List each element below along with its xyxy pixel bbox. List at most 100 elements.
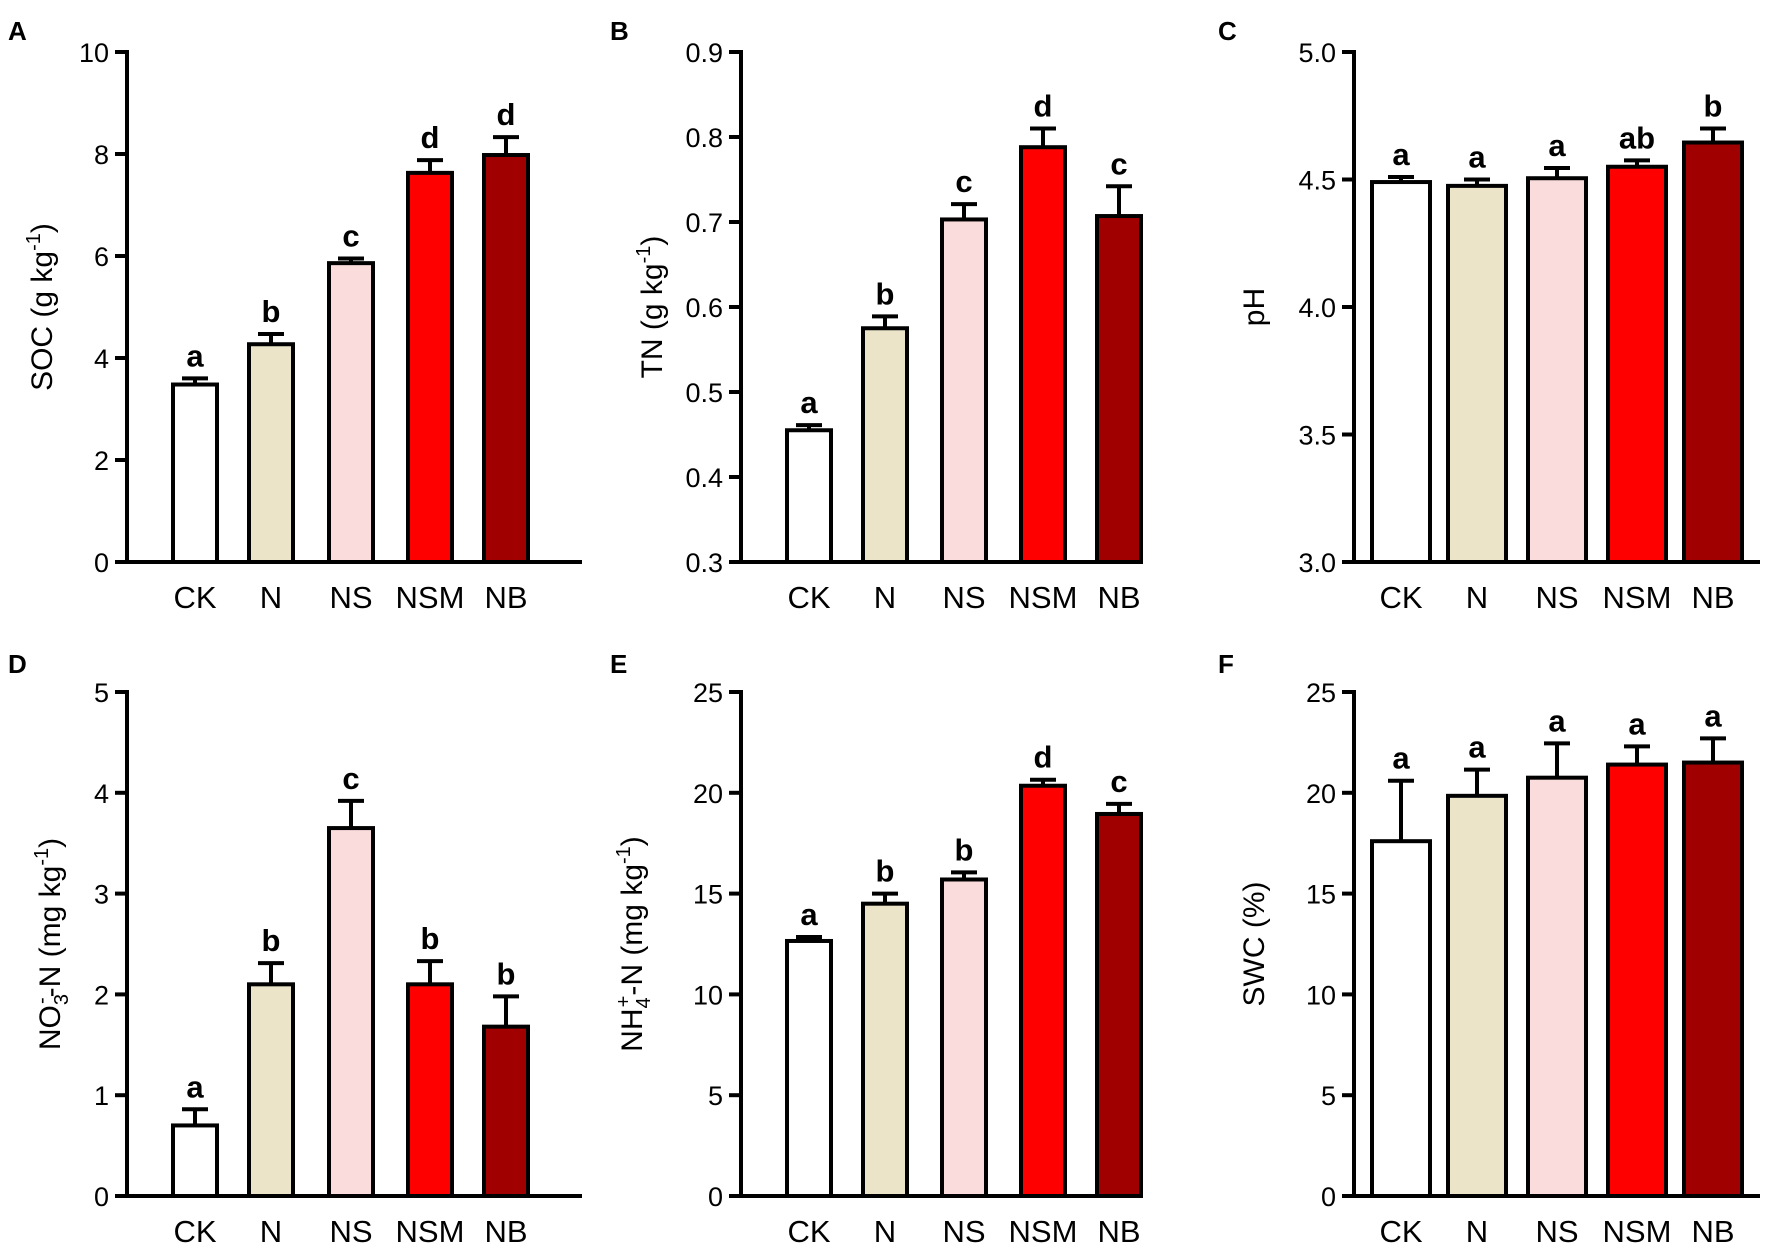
significance-letter: a [1468, 730, 1486, 765]
significance-letter: b [262, 923, 281, 958]
significance-letter: b [421, 921, 440, 956]
significance-letter: c [342, 219, 359, 254]
significance-letter: c [1110, 764, 1127, 799]
y-tick-label: 15 [1306, 880, 1336, 910]
significance-letter: c [342, 761, 359, 796]
y-tick-label: 25 [1306, 678, 1336, 708]
panel-label: C [1218, 16, 1237, 46]
significance-letter: a [800, 897, 818, 932]
y-tick-label: 2 [94, 980, 109, 1010]
y-axis-title: TN (g kg-1) [633, 236, 669, 379]
y-tick-label: 0.8 [685, 123, 723, 153]
bar-nb [482, 153, 530, 565]
x-tick-label: CK [173, 1214, 216, 1249]
x-tick-label: NS [329, 1214, 372, 1249]
y-tick-label: 3 [94, 880, 109, 910]
x-tick-label: NS [329, 580, 372, 615]
x-tick-label: CK [1379, 1214, 1422, 1249]
bar-nsm [406, 170, 454, 564]
y-tick-label: 5.0 [1298, 38, 1336, 68]
y-tick-label: 0 [94, 1182, 109, 1212]
y-tick-label: 5 [94, 678, 109, 708]
bar-n [247, 342, 295, 565]
bar-nb [1682, 140, 1744, 564]
y-tick-label: 10 [693, 980, 723, 1010]
significance-letter: c [1110, 146, 1127, 181]
panel-label: E [610, 649, 627, 679]
x-tick-label: NSM [1603, 580, 1672, 615]
x-tick-label: N [260, 580, 282, 615]
x-tick-label: NS [1535, 1214, 1578, 1249]
x-tick-label: NB [484, 1214, 527, 1249]
x-tick-label: NS [942, 580, 985, 615]
x-tick-label: NSM [1603, 1214, 1672, 1249]
y-tick-label: 5 [708, 1081, 723, 1111]
significance-letter: a [1468, 140, 1486, 175]
y-tick-label: 4.0 [1298, 293, 1336, 323]
significance-letter: b [497, 956, 516, 991]
y-tick-label: 5 [1321, 1081, 1336, 1111]
bar-n [1446, 793, 1508, 1198]
significance-letter: d [1034, 89, 1053, 124]
bar-nb [1095, 214, 1143, 565]
bar-ck [1370, 180, 1432, 565]
y-axis-title: pH [1238, 288, 1271, 326]
y-axis-title: SOC (g kg-1) [23, 223, 59, 391]
bar-nsm [1019, 783, 1067, 1199]
y-tick-label: 0.4 [685, 463, 723, 493]
significance-letter: a [1548, 128, 1566, 163]
bar-n [247, 982, 295, 1198]
x-tick-label: N [874, 580, 896, 615]
y-axis-title: NO3--N (mg kg-1) [31, 838, 73, 1050]
x-tick-label: N [1466, 580, 1488, 615]
y-tick-label: 15 [693, 880, 723, 910]
bar-nsm [1606, 164, 1668, 564]
x-tick-label: N [260, 1214, 282, 1249]
significance-letter: b [876, 276, 895, 311]
y-tick-label: 4 [94, 779, 109, 809]
y-tick-label: 0.5 [685, 378, 723, 408]
bar-ck [1370, 839, 1432, 1199]
panel-label: D [8, 649, 27, 679]
panel-A: A 0 2 4 6 8 10 a CK b Nc NS d NSM d NB SOC (g kg-1) [8, 16, 582, 615]
bar-ck [171, 1123, 219, 1198]
significance-letter: a [1628, 706, 1646, 741]
significance-letter: d [497, 97, 516, 132]
bar-n [861, 901, 909, 1198]
y-tick-label: 0 [708, 1182, 723, 1212]
bar-nb [1095, 811, 1143, 1199]
bar-ns [1526, 176, 1588, 564]
x-tick-label: N [874, 1214, 896, 1249]
significance-letter: d [1034, 740, 1053, 775]
significance-letter: a [1392, 137, 1410, 172]
significance-letter: d [421, 120, 440, 155]
x-tick-label: CK [173, 580, 216, 615]
bar-nb [482, 1024, 530, 1198]
bar-n [861, 326, 909, 564]
x-tick-label: NS [1535, 580, 1578, 615]
y-tick-label: 0 [94, 548, 109, 578]
y-tick-label: 4 [94, 344, 109, 374]
significance-letter: b [1704, 89, 1723, 124]
significance-letter: a [186, 1069, 204, 1104]
y-tick-label: 4.5 [1298, 166, 1336, 196]
y-axis-title: NH4+-N (mg kg-1) [613, 836, 655, 1052]
x-tick-label: CK [1379, 580, 1422, 615]
significance-letter: b [876, 854, 895, 889]
significance-letter: a [1704, 698, 1722, 733]
x-tick-label: NB [1097, 580, 1140, 615]
panel-label: F [1218, 649, 1234, 679]
x-tick-label: N [1466, 1214, 1488, 1249]
x-tick-label: NB [1691, 1214, 1734, 1249]
significance-letter: c [955, 164, 972, 199]
y-tick-label: 0 [1321, 1182, 1336, 1212]
panel-C: C 3.0 3.5 4.0 4.5 5.0 a CK a Na NS ab NSM b NB pH [1218, 16, 1760, 615]
bar-ck [171, 382, 219, 564]
significance-letter: ab [1619, 120, 1655, 155]
bar-ns [940, 877, 988, 1198]
y-tick-label: 1 [94, 1081, 109, 1111]
bar-ck [785, 428, 833, 564]
x-tick-label: CK [787, 580, 830, 615]
y-tick-label: 20 [1306, 779, 1336, 809]
bar-nb [1682, 760, 1744, 1198]
